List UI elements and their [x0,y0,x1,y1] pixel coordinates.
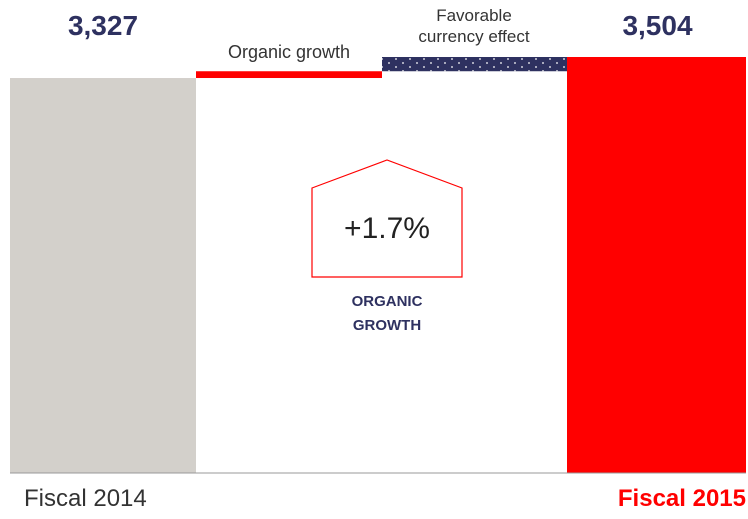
bar [196,71,382,79]
annotation-frame [311,159,463,278]
value-label: 3,504 [622,10,693,41]
bar-pattern [382,57,567,72]
annotation-value: +1.7% [344,212,430,245]
category-label: Fiscal 2015 [617,485,746,512]
annotation-label: ORGANIC GROWTH [351,293,423,334]
category-label: Fiscal 2014 [24,485,147,512]
bar [10,78,196,473]
category-label: Favorable currency effect [418,6,530,47]
category-label: Organic growth [227,42,351,62]
value-label: 3,327 [67,10,139,41]
bar [567,57,746,473]
